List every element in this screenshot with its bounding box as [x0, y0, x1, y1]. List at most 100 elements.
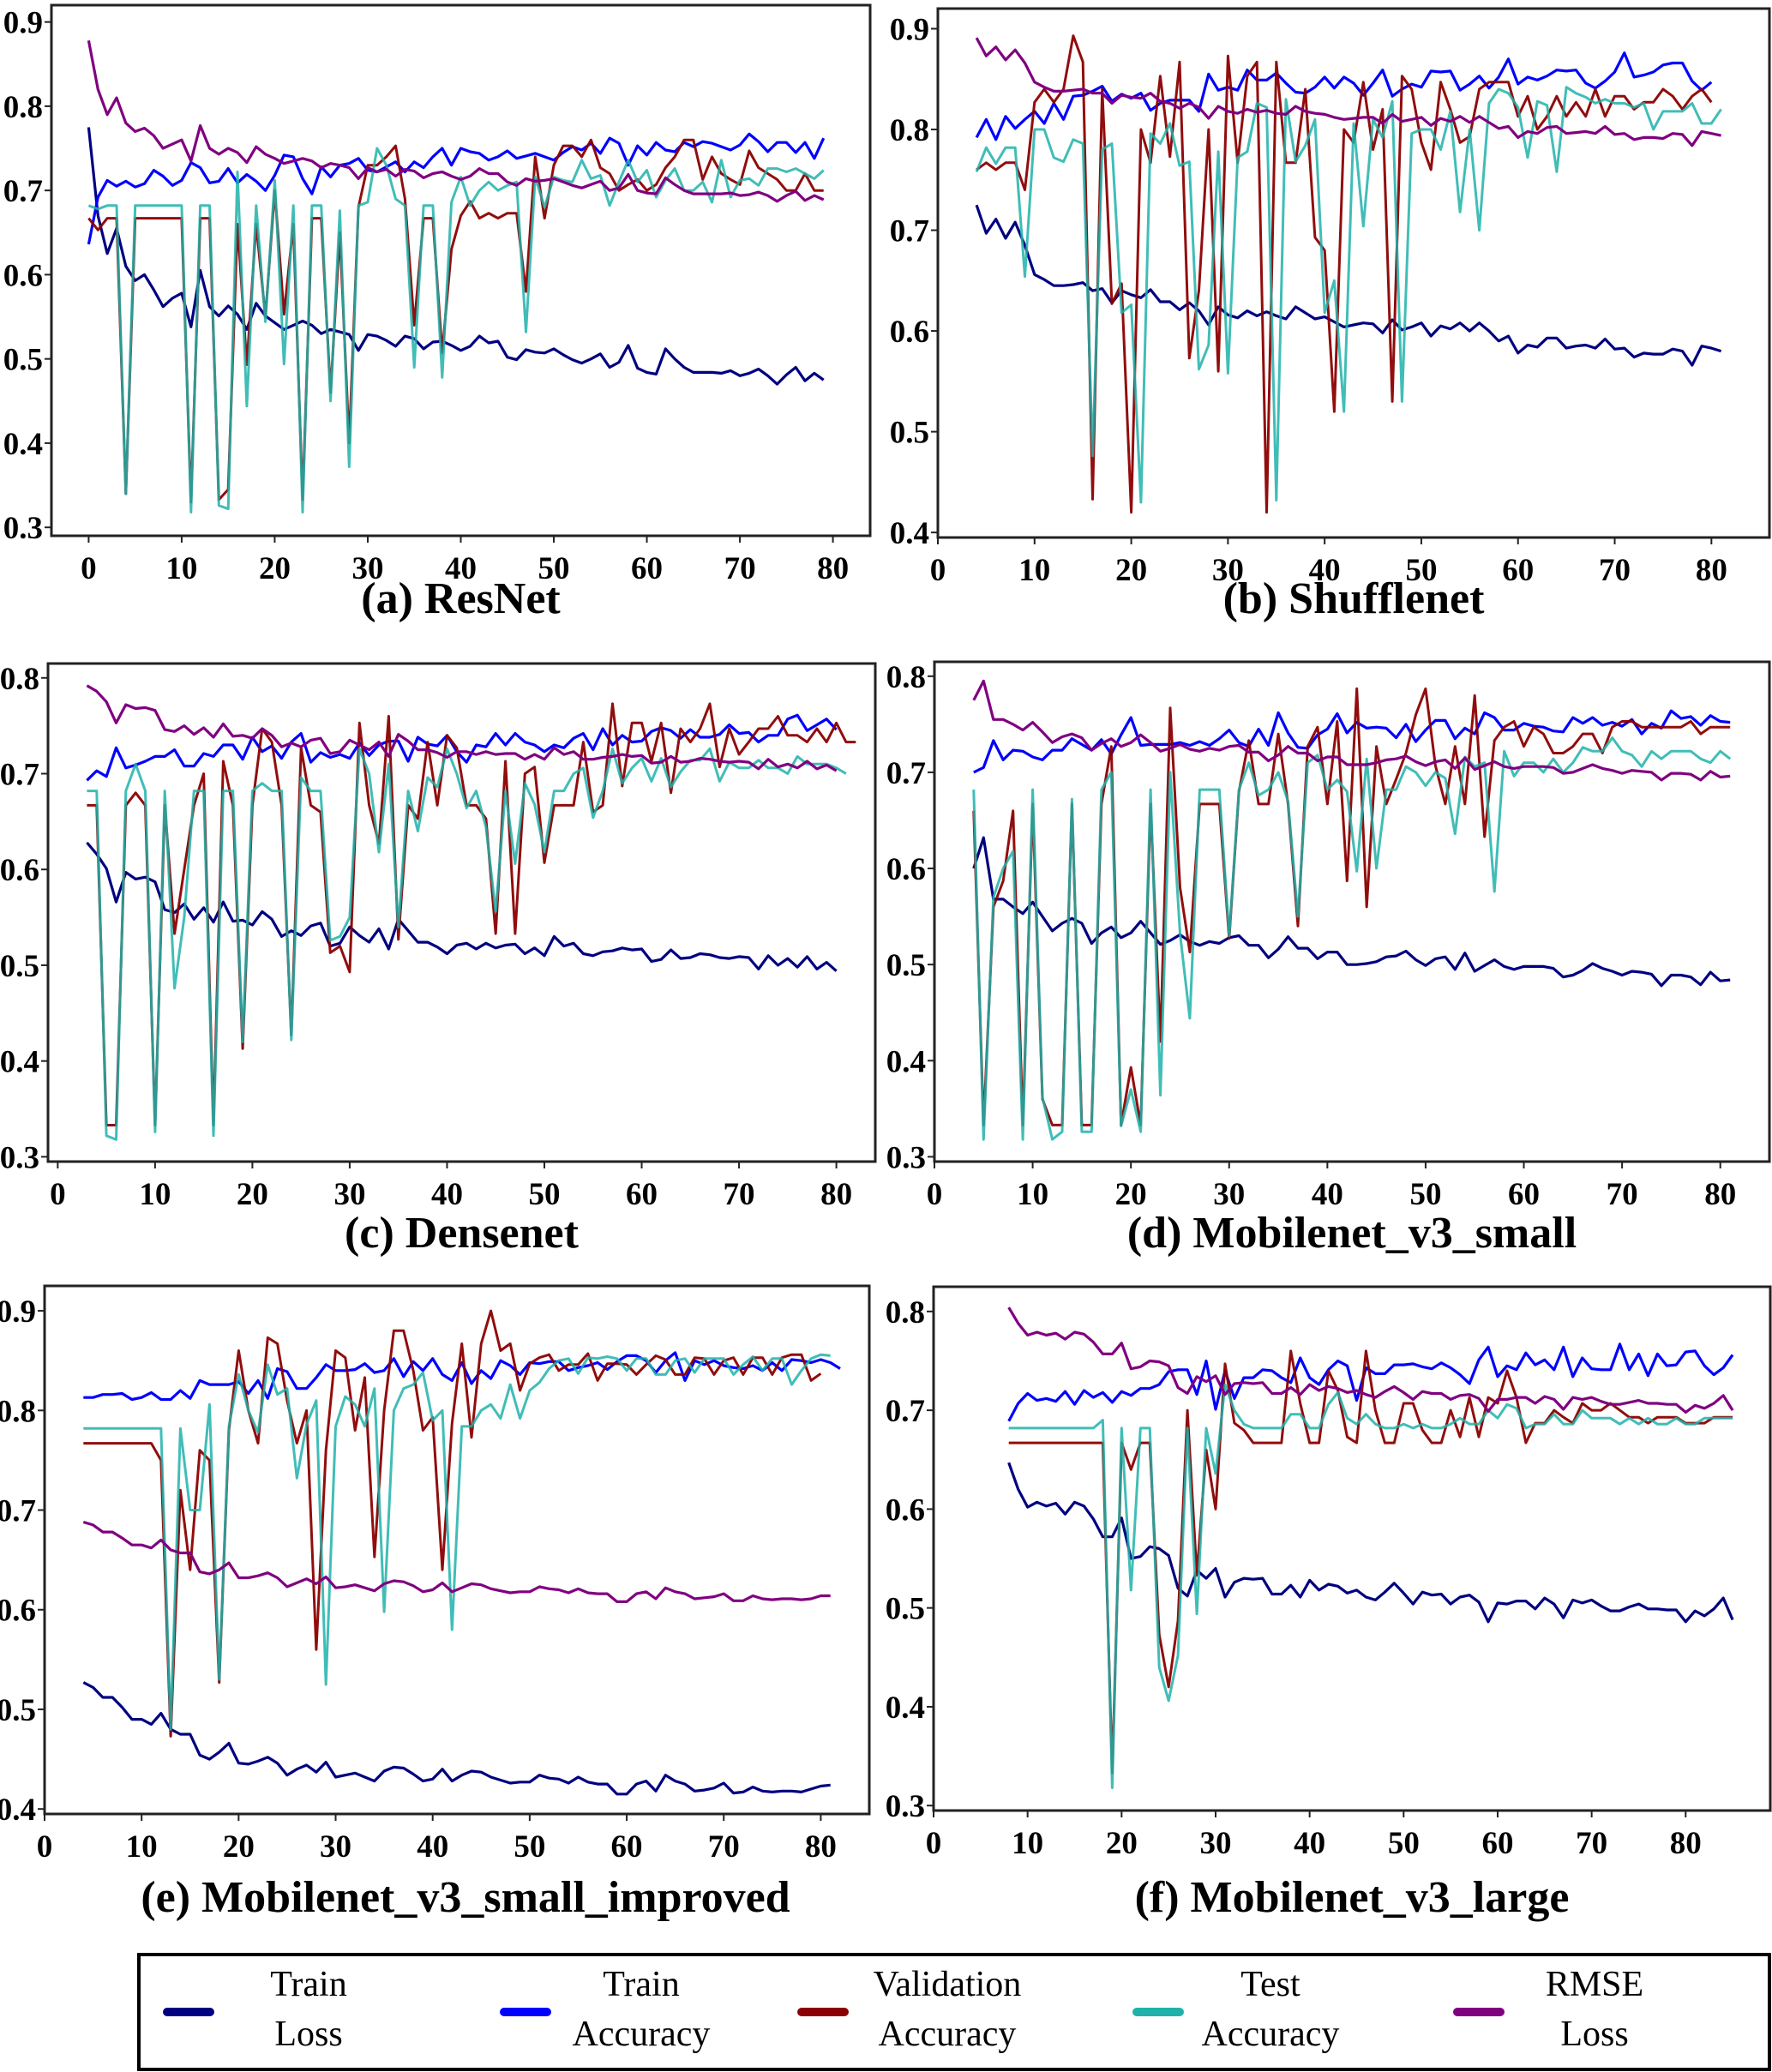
- y-tick-label: 0.8: [886, 1295, 925, 1330]
- x-tick-label: 30: [1213, 1177, 1245, 1212]
- y-tick-label: 0.4: [0, 1045, 39, 1080]
- x-tick-label: 30: [333, 1177, 365, 1212]
- series-rmse-loss: [1007, 1306, 1734, 1414]
- series-train-accuracy: [86, 713, 838, 782]
- x-tick-label: 80: [805, 1829, 837, 1865]
- series-train-accuracy: [83, 1351, 841, 1402]
- legend-item-train-accuracy: Train Accuracy: [500, 1965, 711, 2054]
- x-tick-label: 10: [1012, 1826, 1043, 1861]
- legend-label-line2: Accuracy: [573, 2015, 711, 2054]
- y-tick-label: 0.5: [3, 343, 43, 378]
- series-test-accuracy: [1008, 1383, 1733, 1789]
- y-tick-label: 0.3: [886, 1140, 926, 1175]
- series-lines: [972, 679, 1732, 1141]
- legend-label-line1: RMSE: [1546, 1965, 1643, 2004]
- series-train-accuracy: [973, 709, 1731, 774]
- x-tick-label: 60: [1481, 1826, 1513, 1861]
- y-tick-label: 0.4: [0, 1793, 36, 1828]
- x-tick-label: 0: [37, 1829, 53, 1865]
- series-rmse-loss: [972, 679, 1731, 782]
- legend-label-line1: Test: [1240, 1965, 1300, 2004]
- series-test-accuracy: [83, 1353, 831, 1731]
- panel-c: 0 10 20 30 40 50 60 70 80 0.3 0.4 0.5 0.6 0.7 0.8 (c) D…: [0, 662, 877, 1258]
- series-test-accuracy: [975, 86, 1722, 504]
- legend: Train Loss Train Accuracy Validation Accuracy…: [137, 1953, 1771, 2071]
- panel-a: 0 10 20 30 40 50 60 70 80 0.3 0.4 0.5 0.6 0.7 0.8 0.9 (a…: [3, 3, 872, 623]
- panel-title: (b) Shufflenet: [1223, 574, 1485, 623]
- plot-frame: [46, 662, 877, 1163]
- series-train-loss: [87, 127, 825, 386]
- y-tick-label: 0.4: [886, 1044, 926, 1079]
- x-axis: 0 10 20 30 40 50 60 70 80: [81, 536, 849, 586]
- legend-entries: Train Loss Train Accuracy Validation Accuracy…: [163, 1965, 1643, 2054]
- y-tick-label: 0.5: [886, 1592, 925, 1627]
- x-tick-label: 40: [1312, 1177, 1343, 1212]
- x-tick-label: 40: [445, 551, 477, 586]
- plot-frame: [43, 1284, 871, 1816]
- legend-item-rmse-loss: RMSE Loss: [1453, 1965, 1643, 2054]
- y-tick-label: 0.4: [890, 516, 929, 551]
- x-tick-label: 50: [529, 1177, 561, 1212]
- series-lines: [86, 684, 856, 1141]
- plot-frame: [933, 660, 1771, 1163]
- x-tick-label: 70: [1599, 553, 1631, 588]
- x-tick-label: 40: [1309, 553, 1341, 588]
- x-tick-label: 70: [724, 551, 756, 586]
- x-tick-label: 20: [237, 1177, 268, 1212]
- series-test-accuracy: [87, 747, 847, 1141]
- x-tick-label: 10: [165, 551, 197, 586]
- panel-title: (d) Mobilenet_v3_small: [1127, 1209, 1577, 1258]
- y-tick-label: 0.7: [0, 757, 39, 792]
- panel-title: (c) Densenet: [345, 1209, 580, 1258]
- x-tick-label: 40: [417, 1829, 448, 1865]
- y-axis: 0.4 0.5 0.6 0.7 0.8 0.9: [890, 13, 938, 551]
- x-tick-label: 80: [1696, 553, 1727, 588]
- x-tick-label: 80: [817, 551, 849, 586]
- series-rmse-loss: [86, 684, 838, 772]
- x-tick-label: 50: [514, 1829, 545, 1865]
- panel-e: 0 10 20 30 40 50 60 70 80 0.4 0.5 0.6 0.7 0.8 0.9 (e) M…: [0, 1284, 871, 1922]
- series-lines: [975, 34, 1722, 514]
- series-test-accuracy: [87, 147, 825, 513]
- legend-label-line2: Accuracy: [879, 2015, 1017, 2054]
- x-tick-label: 30: [1199, 1826, 1231, 1861]
- series-lines: [82, 1309, 841, 1796]
- y-tick-label: 0.8: [890, 113, 929, 148]
- y-tick-label: 0.9: [890, 13, 929, 48]
- y-axis: 0.3 0.4 0.5 0.6 0.7 0.8: [0, 662, 48, 1175]
- panels: 0 10 20 30 40 50 60 70 80 0.3 0.4 0.5 0.6 0.7 0.8 0.9 (a…: [0, 3, 1772, 1922]
- x-tick-label: 50: [538, 551, 570, 586]
- x-tick-label: 80: [1670, 1826, 1702, 1861]
- series-train-loss: [975, 204, 1722, 367]
- y-tick-label: 0.7: [3, 174, 43, 209]
- x-tick-label: 40: [1294, 1826, 1325, 1861]
- legend-label-line1: Validation: [874, 1965, 1022, 2004]
- y-tick-label: 0.6: [886, 852, 926, 887]
- x-tick-label: 70: [1576, 1826, 1607, 1861]
- y-tick-label: 0.7: [0, 1494, 36, 1529]
- y-axis: 0.3 0.4 0.5 0.6 0.7 0.8 0.9: [3, 6, 51, 546]
- y-tick-label: 0.5: [0, 1693, 36, 1728]
- y-tick-label: 0.7: [890, 214, 929, 249]
- x-tick-label: 40: [431, 1177, 463, 1212]
- y-tick-label: 0.8: [886, 660, 926, 695]
- series-lines: [1007, 1306, 1734, 1789]
- x-tick-label: 60: [611, 1829, 643, 1865]
- y-tick-label: 0.3: [3, 511, 43, 546]
- series-train-loss: [972, 836, 1731, 988]
- y-tick-label: 0.9: [0, 1294, 36, 1330]
- legend-label-line2: Loss: [1560, 2015, 1628, 2054]
- x-tick-label: 0: [930, 553, 946, 588]
- y-tick-label: 0.4: [3, 427, 43, 462]
- x-tick-label: 50: [1388, 1826, 1420, 1861]
- y-tick-label: 0.7: [886, 1394, 925, 1429]
- plot-frame: [936, 7, 1771, 539]
- x-axis: 0 10 20 30 40 50 60 70 80: [927, 1162, 1736, 1212]
- y-tick-label: 0.6: [890, 315, 929, 350]
- panel-title: (a) ResNet: [361, 574, 561, 623]
- series-train-accuracy: [87, 132, 826, 245]
- x-tick-label: 70: [1607, 1177, 1638, 1212]
- y-tick-label: 0.3: [0, 1140, 39, 1175]
- x-tick-label: 20: [1115, 1177, 1147, 1212]
- x-tick-label: 10: [139, 1177, 171, 1212]
